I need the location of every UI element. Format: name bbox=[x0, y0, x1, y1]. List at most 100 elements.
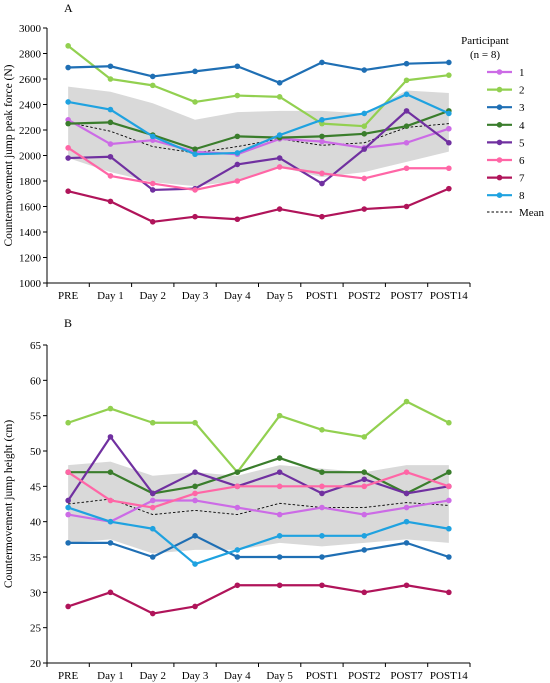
panel-b-x-tick-label: POST2 bbox=[348, 670, 380, 682]
panel-a-y-tick-label: 2200 bbox=[19, 125, 42, 137]
legend-label: 8 bbox=[519, 190, 525, 202]
panel-a-series-7-point bbox=[403, 203, 410, 210]
panel-b-series-2-point bbox=[319, 427, 325, 433]
panel-a-y-tick-label: 3000 bbox=[19, 23, 42, 35]
legend-swatch-marker bbox=[496, 192, 503, 198]
panel-a-series-3-point bbox=[192, 68, 198, 75]
legend-swatch-marker bbox=[496, 139, 503, 146]
panel-b-series-6-point bbox=[107, 497, 114, 504]
panel-b-x-tick-label: Day 4 bbox=[224, 670, 251, 682]
panel-b-series-2-line bbox=[67, 400, 450, 474]
panel-b-series-4-point bbox=[319, 469, 325, 476]
panel-b-y-tick-label: 50 bbox=[30, 446, 42, 458]
panel-b-series-7-point bbox=[276, 582, 283, 589]
panel-b-series-8-line bbox=[67, 506, 450, 566]
panel-b-series-6-line bbox=[67, 471, 450, 509]
panel-a-series-7-line bbox=[67, 187, 450, 223]
panel-a-series-4-point bbox=[107, 119, 114, 126]
legend-label: 1 bbox=[519, 67, 525, 79]
legend-item-3: 3 bbox=[487, 102, 525, 114]
panel-b-x-tick-label: POST7 bbox=[390, 670, 423, 682]
panel-a-series-2-point bbox=[319, 120, 325, 127]
panel-b-series-6-point bbox=[319, 483, 325, 490]
panel-b-series-7-point bbox=[149, 610, 156, 617]
panel-a-series-8-point bbox=[107, 106, 114, 113]
panel-a-series-7 bbox=[65, 185, 452, 225]
panel-b-series-7-point bbox=[319, 582, 325, 589]
panel-b-series-3-point bbox=[149, 554, 156, 560]
panel-b-series-1-point bbox=[446, 497, 452, 504]
panel-a-series-7-point bbox=[361, 206, 368, 212]
panel-a-series-3-line bbox=[68, 61, 449, 84]
panel-a-series-2-point bbox=[234, 92, 241, 99]
panel-b-series-8-point bbox=[234, 547, 241, 553]
panel-b-y-axis-label: Countermovement jump height (cm) bbox=[3, 420, 15, 588]
panel-b-mean-line bbox=[68, 498, 449, 516]
panel-a-series-7-point bbox=[192, 213, 198, 220]
panel-a-series-4-point bbox=[65, 120, 71, 127]
panel-b-series-6-point bbox=[149, 504, 156, 511]
panel-b-series-7-point bbox=[192, 603, 198, 610]
panel-b-y-tick-label: 20 bbox=[30, 658, 42, 670]
panel-a-series-2-point bbox=[361, 123, 368, 129]
legend-swatch-marker bbox=[496, 69, 503, 75]
panel-b-series-8-point bbox=[403, 518, 410, 525]
panel-a-series-1-point bbox=[65, 117, 71, 123]
panel-a-x-tick-label: POST1 bbox=[306, 290, 338, 302]
panel-b-series-7 bbox=[65, 582, 452, 617]
panel-b-series-5-point bbox=[276, 469, 283, 476]
panel-a-series-8-point bbox=[403, 91, 410, 98]
panel-a-series-5-point bbox=[107, 153, 114, 160]
legend-label: 3 bbox=[519, 102, 525, 114]
panel-a-series-6-point bbox=[403, 165, 410, 172]
panel-a-series-1-point bbox=[149, 137, 156, 143]
panel-a-series-7-point bbox=[107, 198, 114, 205]
panel-b-series-6-point bbox=[446, 483, 452, 490]
panel-a-series-3-point bbox=[276, 80, 283, 86]
legend-items: 1 2 3 4 5 6 7 8 bbox=[487, 67, 525, 202]
panel-b-x-tick-label: POST14 bbox=[430, 670, 468, 682]
panel-a-chart: A 1000 1200 1400 1600 1800 2000 2200 2400 2600 280… bbox=[3, 1, 471, 302]
legend-item-5: 5 bbox=[487, 137, 525, 149]
panel-a-series-1-point bbox=[403, 139, 410, 146]
panel-b-series-5-point bbox=[361, 476, 368, 483]
panel-b-y-tick-label: 60 bbox=[30, 375, 42, 387]
panel-b-series-7-line bbox=[67, 584, 450, 615]
panel-b-series-3 bbox=[65, 533, 452, 560]
panel-a-y-tick-label: 2000 bbox=[19, 151, 42, 163]
panel-a-series-8-point bbox=[319, 117, 325, 123]
panel-b-series-8 bbox=[65, 504, 452, 567]
panel-b-series-1-point bbox=[65, 511, 71, 518]
panel-a-series-8-point bbox=[234, 150, 241, 156]
panel-a-y-tick-label: 1400 bbox=[19, 227, 42, 239]
panel-b-x-tick-label: Day 1 bbox=[97, 670, 124, 682]
panel-b-series-1-point bbox=[276, 511, 283, 518]
panel-b-series-2-point bbox=[192, 419, 198, 426]
legend-item-4: 4 bbox=[487, 120, 525, 132]
panel-a-series-2-point bbox=[149, 82, 156, 89]
panel-b-series-8-point bbox=[149, 525, 156, 532]
panel-b-series-3-line bbox=[68, 534, 450, 559]
legend-item-1: 1 bbox=[487, 67, 525, 79]
panel-a-series-8-point bbox=[149, 133, 156, 140]
panel-a-x-tick-label: POST14 bbox=[430, 290, 468, 302]
panel-b-series-2-point bbox=[403, 398, 410, 405]
panel-a-series-6-point bbox=[446, 165, 452, 172]
panel-a-series-3-point bbox=[65, 64, 71, 71]
panel-a-series-7-point bbox=[65, 188, 71, 194]
panel-a-series-1-point bbox=[107, 141, 114, 147]
panel-b-series-3-point bbox=[107, 540, 114, 546]
panel-b-series-3-point bbox=[319, 554, 325, 560]
legend-item-2: 2 bbox=[487, 85, 525, 97]
panel-a-y-tick-label: 2600 bbox=[19, 74, 42, 86]
panel-b-series-6-point bbox=[403, 469, 410, 476]
legend-swatch-marker bbox=[496, 86, 503, 93]
panel-b-series-2-point bbox=[65, 419, 71, 426]
panel-b-series-1-point bbox=[192, 497, 198, 504]
panel-a-y-tick-label: 1600 bbox=[19, 202, 42, 214]
panel-a-series-2-point bbox=[107, 76, 114, 82]
panel-b-series-8-point bbox=[192, 561, 198, 567]
panel-a-x-tick-label: Day 1 bbox=[97, 290, 124, 302]
panel-a-series-8-line bbox=[67, 93, 450, 156]
